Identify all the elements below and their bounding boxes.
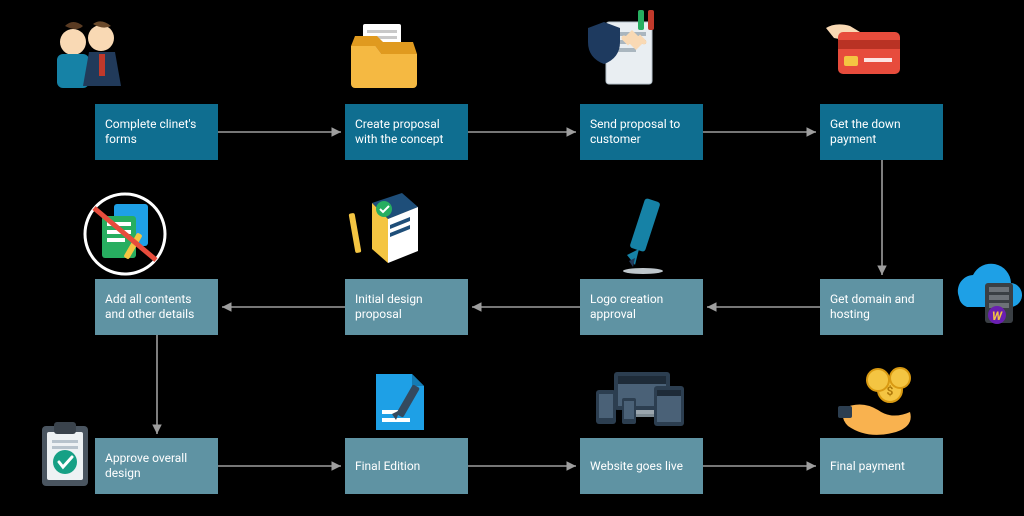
flow-step-label: Website goes live: [590, 459, 683, 474]
flow-arrow: [212, 460, 347, 472]
svg-text:W: W: [992, 309, 1003, 323]
flow-arrow: [876, 154, 888, 281]
flow-arrow: [466, 301, 586, 313]
edit-doc-icon: [370, 370, 436, 440]
flow-step-n7: Initial design proposal: [345, 279, 468, 335]
flow-arrow: [216, 301, 351, 313]
contents-icon: [80, 190, 170, 282]
devices-icon: [592, 368, 692, 440]
pencil-icon: [615, 195, 673, 279]
flow-arrow: [462, 126, 582, 138]
folder-icon: [345, 16, 423, 98]
flow-step-n9: Approve overall design: [95, 438, 218, 494]
flow-arrow: [697, 126, 822, 138]
flow-step-label: Get the down payment: [830, 117, 933, 147]
flow-step-n4: Get the down payment: [820, 104, 943, 160]
design-doc-icon: [340, 185, 430, 279]
flow-step-label: Logo creation approval: [590, 292, 693, 322]
flow-step-n6: Logo creation approval: [580, 279, 703, 335]
clipboard-icon: [36, 418, 94, 496]
flow-step-label: Complete clinet's forms: [105, 117, 208, 147]
doc-shield-icon: [580, 10, 670, 100]
flow-step-label: Send proposal to customer: [590, 117, 693, 147]
flow-step-n2: Create proposal with the concept: [345, 104, 468, 160]
svg-text:$: $: [887, 384, 894, 398]
flow-arrow: [697, 460, 822, 472]
flow-step-label: Get domain and hosting: [830, 292, 933, 322]
flow-step-n11: Website goes live: [580, 438, 703, 494]
flow-arrow: [701, 301, 826, 313]
card-icon: [820, 18, 910, 98]
flow-step-label: Initial design proposal: [355, 292, 458, 322]
flow-step-n8: Add all contents and other details: [95, 279, 218, 335]
flow-step-label: Final payment: [830, 459, 905, 474]
coins-icon: $: [838, 366, 922, 440]
flow-step-n12: Final payment: [820, 438, 943, 494]
flow-step-n1: Complete clinet's forms: [95, 104, 218, 160]
flow-arrow: [212, 126, 347, 138]
flow-step-label: Add all contents and other details: [105, 292, 208, 322]
people-icon: [45, 20, 133, 102]
flow-step-label: Create proposal with the concept: [355, 117, 458, 147]
flowchart-canvas: Complete clinet's forms Create proposal …: [0, 0, 1024, 516]
flow-arrow: [462, 460, 582, 472]
flow-step-n5: Get domain and hosting: [820, 279, 943, 335]
flow-step-label: Approve overall design: [105, 451, 208, 481]
flow-arrow: [151, 329, 163, 440]
flow-step-label: Final Edition: [355, 459, 420, 474]
flow-step-n10: Final Edition: [345, 438, 468, 494]
cloud-server-icon: W: [945, 255, 1023, 337]
flow-step-n3: Send proposal to customer: [580, 104, 703, 160]
